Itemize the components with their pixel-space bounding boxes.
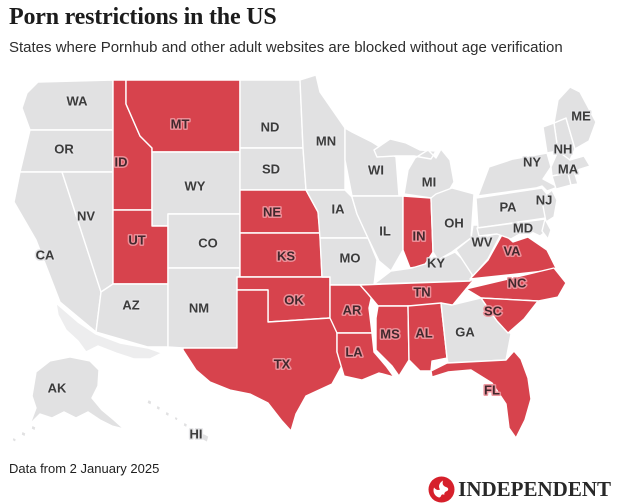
independent-eagle-icon (428, 476, 455, 503)
state-NJ (542, 189, 558, 223)
state-label-MO: MO (340, 251, 361, 266)
state-label-NH: NH (554, 142, 573, 157)
neighbor-landmass-mexico (55, 302, 163, 360)
state-FL (430, 350, 532, 439)
state-label-WY: WY (185, 179, 206, 194)
state-VT (542, 122, 559, 154)
state-label-MT: MT (171, 117, 190, 132)
state-label-SC: SC (484, 304, 503, 319)
state-label-PA: PA (499, 200, 517, 215)
state-label-LA: LA (345, 345, 363, 360)
state-label-SD: SD (262, 162, 280, 177)
state-label-GA: GA (455, 325, 475, 340)
state-label-NJ: NJ (536, 193, 553, 208)
state-label-OK: OK (284, 293, 304, 308)
state-ME (553, 86, 597, 150)
page-title: Porn restrictions in the US (9, 4, 277, 30)
state-label-WI: WI (368, 163, 384, 178)
state-label-TX: TX (274, 357, 291, 372)
state-AK (11, 356, 125, 444)
publisher-logo: INDEPENDENT (428, 476, 611, 503)
brand-wordmark: INDEPENDENT (458, 477, 611, 501)
state-GA (440, 297, 512, 364)
state-label-NY: NY (523, 155, 541, 170)
state-label-FL: FL (484, 383, 500, 398)
state-label-WA: WA (67, 94, 89, 109)
state-label-TN: TN (413, 285, 430, 300)
state-label-MD: MD (513, 221, 533, 236)
state-label-IN: IN (413, 229, 426, 244)
state-MN (299, 74, 346, 191)
state-label-IA: IA (332, 202, 346, 217)
state-label-WV: WV (472, 235, 493, 250)
state-label-UT: UT (128, 233, 145, 248)
state-label-ND: ND (261, 120, 280, 135)
state-label-NE: NE (263, 205, 281, 220)
state-WI (344, 127, 400, 197)
state-label-KY: KY (427, 256, 445, 271)
state-label-AZ: AZ (122, 298, 139, 313)
state-label-MN: MN (316, 134, 336, 149)
state-label-OR: OR (54, 142, 74, 157)
state-RI (567, 170, 579, 186)
state-label-CA: CA (36, 248, 55, 263)
state-label-NM: NM (189, 301, 209, 316)
state-NY (477, 152, 559, 197)
state-LA (336, 332, 395, 381)
state-label-IL: IL (379, 224, 391, 239)
state-label-KS: KS (277, 249, 295, 264)
state-label-AK: AK (48, 381, 67, 396)
state-DE (541, 218, 552, 240)
state-label-MI: MI (422, 175, 436, 190)
chart-subtitle: States where Pornhub and other adult web… (9, 39, 563, 56)
state-label-MA: MA (558, 162, 579, 177)
source-note: Data from 2 January 2025 (9, 461, 160, 476)
state-HI (146, 398, 210, 444)
state-label-VA: VA (503, 244, 521, 259)
state-label-NC: NC (508, 276, 527, 291)
state-SC (480, 297, 539, 334)
state-label-CO: CO (198, 236, 218, 251)
state-label-HI: HI (190, 427, 203, 442)
state-label-AR: AR (343, 303, 362, 318)
state-label-MS: MS (380, 327, 400, 342)
state-label-ID: ID (115, 155, 128, 170)
state-label-ME: ME (571, 109, 591, 124)
state-label-AL: AL (415, 326, 432, 341)
state-ND (239, 79, 304, 149)
state-label-OH: OH (444, 216, 464, 231)
state-label-NV: NV (77, 209, 95, 224)
